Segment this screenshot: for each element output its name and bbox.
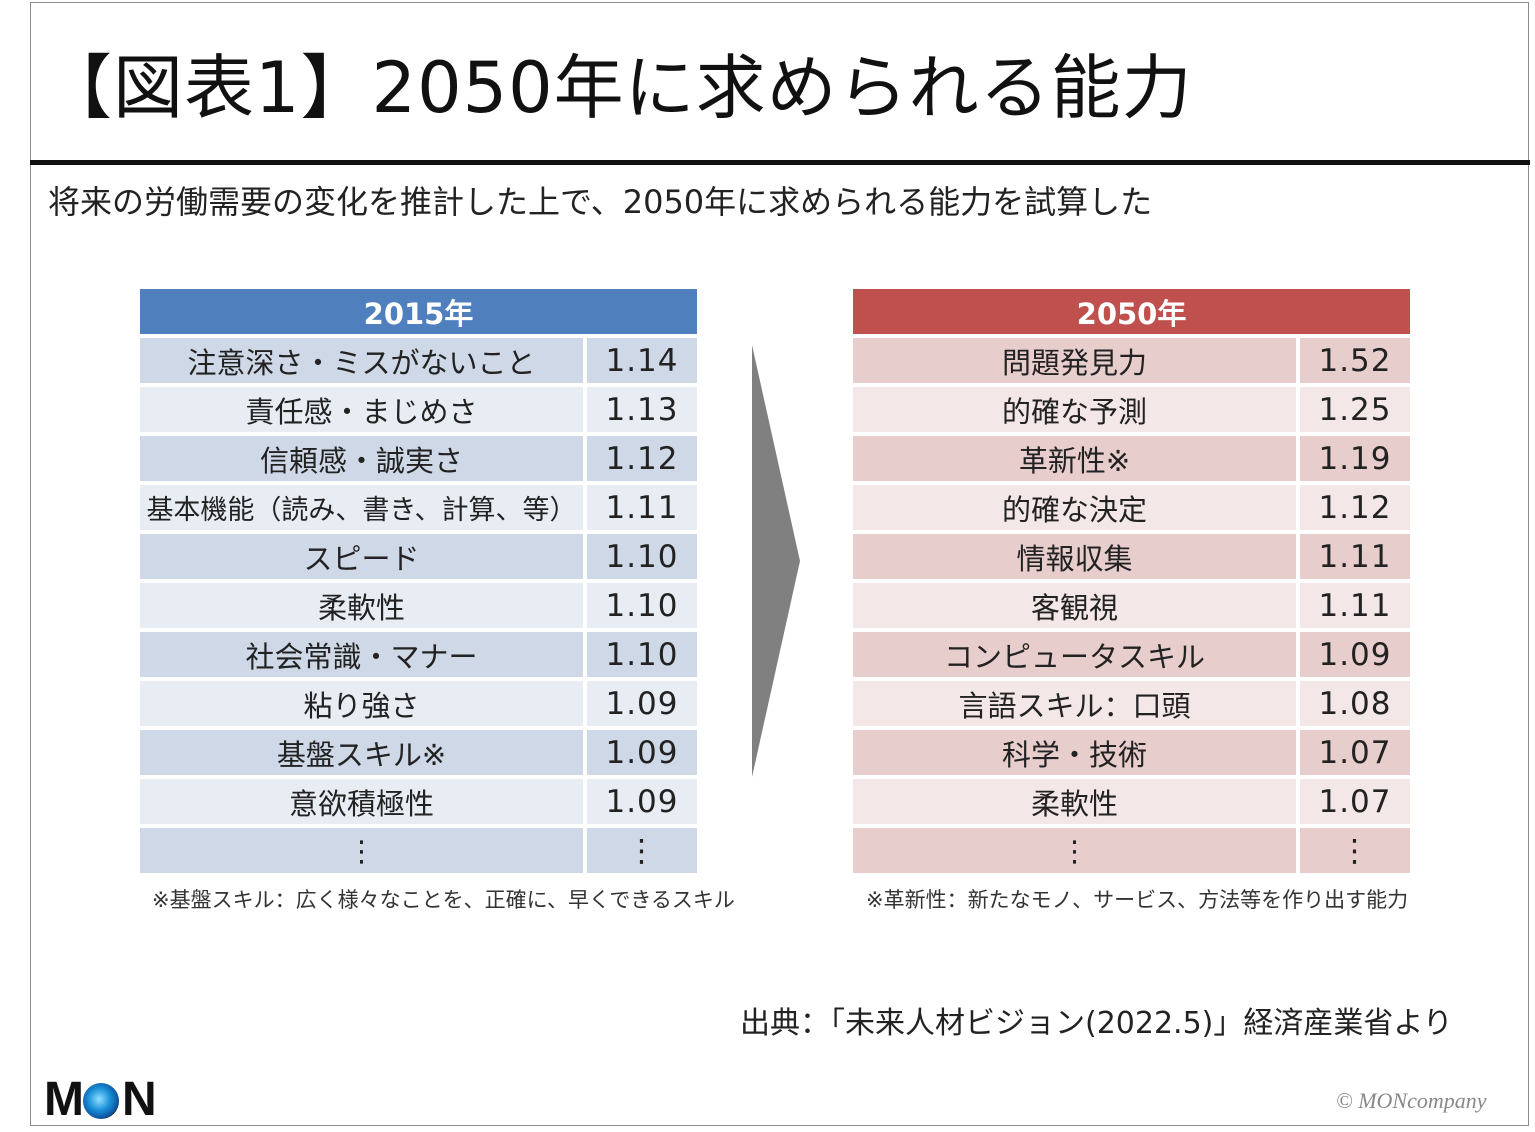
table-2050: 2050年 問題発見力 1.52 的確な予測 1.25 革新性※ 1.19 的確な決定… bbox=[853, 289, 1410, 873]
ability-label: コンピュータスキル bbox=[853, 628, 1298, 679]
ability-value: 1.09 bbox=[583, 726, 697, 777]
source-citation: 出典：「未来人材ビジョン(2022.5)」経済産業省より bbox=[740, 1006, 1453, 1041]
ability-label: 言語スキル：口頭 bbox=[853, 677, 1298, 728]
ability-value: 1.12 bbox=[1296, 481, 1410, 532]
table-row: 粘り強さ 1.09 bbox=[140, 677, 697, 728]
table-row: スピード 1.10 bbox=[140, 530, 697, 581]
ellipsis-value: ⋮ bbox=[583, 824, 697, 873]
table-2015-header: 2015年 bbox=[140, 289, 697, 336]
table-row: 柔軟性 1.10 bbox=[140, 579, 697, 630]
ellipsis-label: ⋮ bbox=[140, 824, 585, 873]
ability-label: 基本機能（読み、書き、計算、等） bbox=[140, 481, 585, 532]
table-row: 情報収集 1.11 bbox=[853, 530, 1410, 581]
table-row: コンピュータスキル 1.09 bbox=[853, 628, 1410, 679]
ability-value: 1.08 bbox=[1296, 677, 1410, 728]
ability-label: 問題発見力 bbox=[853, 334, 1298, 385]
ability-label: 客観視 bbox=[853, 579, 1298, 630]
ability-label: 的確な決定 bbox=[853, 481, 1298, 532]
table-row: 言語スキル：口頭 1.08 bbox=[853, 677, 1410, 728]
ability-label: 注意深さ・ミスがないこと bbox=[140, 334, 585, 385]
table-row: 柔軟性 1.07 bbox=[853, 775, 1410, 826]
ability-value: 1.12 bbox=[583, 432, 697, 483]
ability-label: 情報収集 bbox=[853, 530, 1298, 581]
arrow-shape bbox=[752, 345, 800, 777]
ability-label: 柔軟性 bbox=[853, 775, 1298, 826]
arrow-right-icon bbox=[752, 345, 800, 777]
ability-value: 1.52 bbox=[1296, 334, 1410, 385]
ability-label: 責任感・まじめさ bbox=[140, 383, 585, 434]
table-row: 意欲積極性 1.09 bbox=[140, 775, 697, 826]
ability-label: 科学・技術 bbox=[853, 726, 1298, 777]
ability-value: 1.14 bbox=[583, 334, 697, 385]
ability-label: 的確な予測 bbox=[853, 383, 1298, 434]
ability-label: スピード bbox=[140, 530, 585, 581]
ability-label: 意欲積極性 bbox=[140, 775, 585, 826]
table-row: 責任感・まじめさ 1.13 bbox=[140, 383, 697, 434]
ability-value: 1.11 bbox=[1296, 579, 1410, 630]
table-row: 問題発見力 1.52 bbox=[853, 334, 1410, 385]
ability-value: 1.11 bbox=[1296, 530, 1410, 581]
ability-label: 社会常識・マナー bbox=[140, 628, 585, 679]
ability-label: 柔軟性 bbox=[140, 579, 585, 630]
ability-value: 1.10 bbox=[583, 530, 697, 581]
table-row: 科学・技術 1.07 bbox=[853, 726, 1410, 777]
ability-value: 1.25 bbox=[1296, 383, 1410, 434]
ability-label: 革新性※ bbox=[853, 432, 1298, 483]
ability-value: 1.07 bbox=[1296, 726, 1410, 777]
ability-value: 1.07 bbox=[1296, 775, 1410, 826]
table-row: ⋮ ⋮ bbox=[853, 824, 1410, 873]
title-divider bbox=[30, 160, 1530, 165]
ability-label: 粘り強さ bbox=[140, 677, 585, 728]
subtitle: 将来の労働需要の変化を推計した上で、2050年に求められる能力を試算した bbox=[48, 183, 1153, 221]
ability-value: 1.09 bbox=[583, 677, 697, 728]
table-2050-footnote: ※革新性：新たなモノ、サービス、方法等を作り出す能力 bbox=[866, 888, 1409, 912]
table-row: 注意深さ・ミスがないこと 1.14 bbox=[140, 334, 697, 385]
ellipsis-value: ⋮ bbox=[1296, 824, 1410, 873]
ability-value: 1.11 bbox=[583, 481, 697, 532]
ability-value: 1.19 bbox=[1296, 432, 1410, 483]
table-row: 的確な予測 1.25 bbox=[853, 383, 1410, 434]
table-row: 革新性※ 1.19 bbox=[853, 432, 1410, 483]
table-row: 基本機能（読み、書き、計算、等） 1.11 bbox=[140, 481, 697, 532]
ability-value: 1.10 bbox=[583, 579, 697, 630]
logo-letter-n: N bbox=[121, 1073, 157, 1126]
page-title: 【図表1】2050年に求められる能力 bbox=[42, 47, 1193, 129]
ability-value: 1.09 bbox=[1296, 628, 1410, 679]
logo-letter-m: M bbox=[44, 1073, 84, 1126]
ability-value: 1.13 bbox=[583, 383, 697, 434]
table-row: 信頼感・誠実さ 1.12 bbox=[140, 432, 697, 483]
table-row: 客観視 1.11 bbox=[853, 579, 1410, 630]
table-2050-header: 2050年 bbox=[853, 289, 1410, 336]
ability-label: 信頼感・誠実さ bbox=[140, 432, 585, 483]
table-row: 社会常識・マナー 1.10 bbox=[140, 628, 697, 679]
table-2015-footnote: ※基盤スキル：広く様々なことを、正確に、早くできるスキル bbox=[152, 888, 735, 912]
table-row: 基盤スキル※ 1.09 bbox=[140, 726, 697, 777]
table-row: 的確な決定 1.12 bbox=[853, 481, 1410, 532]
ellipsis-label: ⋮ bbox=[853, 824, 1298, 873]
table-row: ⋮ ⋮ bbox=[140, 824, 697, 873]
table-2015: 2015年 注意深さ・ミスがないこと 1.14 責任感・まじめさ 1.13 信頼感・… bbox=[140, 289, 697, 873]
ability-value: 1.10 bbox=[583, 628, 697, 679]
ability-label: 基盤スキル※ bbox=[140, 726, 585, 777]
logo-eye-icon bbox=[82, 1083, 119, 1119]
copyright: © MONcompany bbox=[1336, 1088, 1487, 1113]
ability-value: 1.09 bbox=[583, 775, 697, 826]
